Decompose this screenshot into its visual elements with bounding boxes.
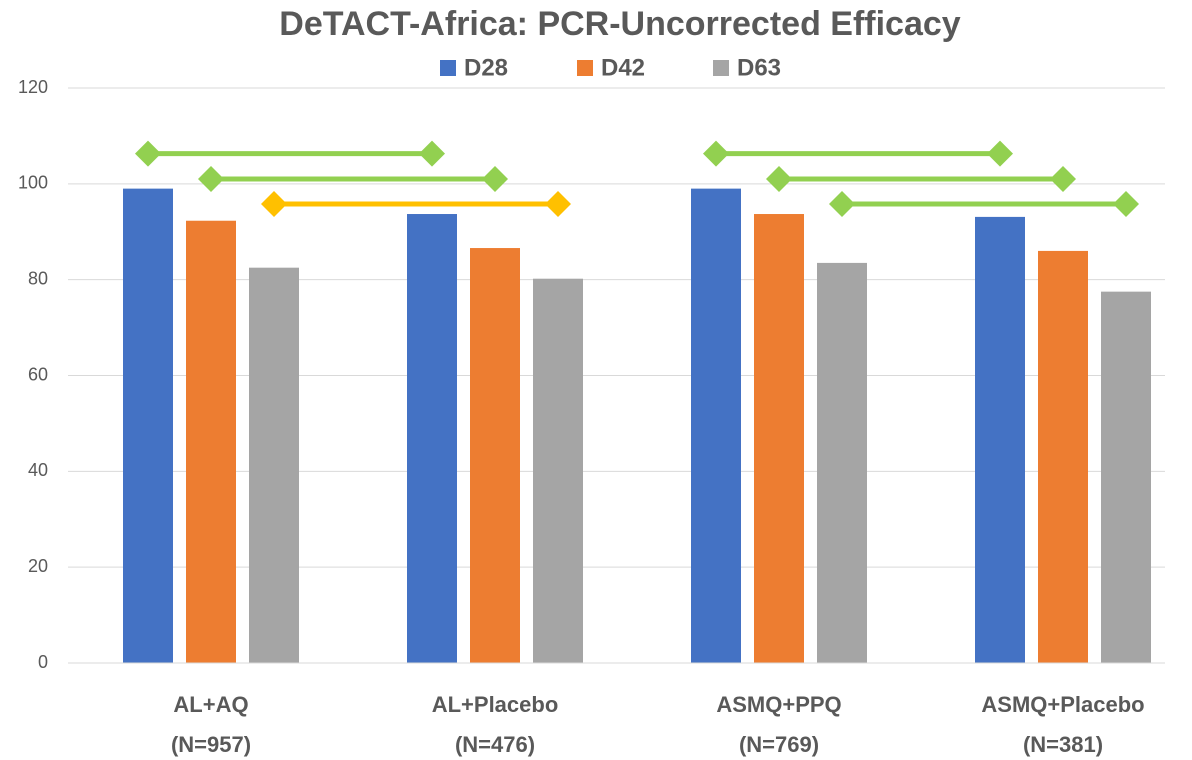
comparison-marker — [987, 140, 1013, 167]
y-tick-label: 120 — [18, 77, 48, 97]
comparison-marker — [766, 166, 792, 193]
legend-label: D63 — [737, 54, 781, 81]
legend-swatch — [577, 60, 593, 76]
comparison-marker — [135, 140, 161, 167]
x-tick-label: AL+AQ — [173, 692, 248, 717]
comparison-marker — [261, 190, 287, 217]
comparison-marker — [1050, 166, 1076, 193]
x-tick-label: (N=381) — [1023, 732, 1103, 757]
bar — [691, 188, 741, 663]
comparison-marker — [419, 140, 445, 167]
legend-swatch — [440, 60, 456, 76]
x-tick-label: (N=769) — [739, 732, 819, 757]
legend-swatch — [713, 60, 729, 76]
comparison-marker — [703, 140, 729, 167]
chart-title: DeTACT-Africa: PCR-Uncorrected Efficacy — [279, 5, 961, 43]
y-tick-label: 0 — [38, 652, 48, 672]
bar — [407, 214, 457, 664]
bar — [754, 214, 804, 664]
x-tick-label: (N=957) — [171, 732, 251, 757]
y-tick-label: 100 — [18, 173, 48, 193]
y-tick-label: 40 — [28, 460, 48, 480]
bar — [975, 216, 1025, 664]
comparison-marker — [482, 166, 508, 193]
comparison-marker — [829, 190, 855, 217]
x-tick-label: AL+Placebo — [432, 692, 559, 717]
bar — [470, 248, 520, 663]
bar — [123, 188, 173, 663]
bar — [533, 278, 583, 663]
y-tick-label: 60 — [28, 364, 48, 384]
x-tick-label: ASMQ+Placebo — [981, 692, 1144, 717]
legend-label: D42 — [601, 54, 645, 81]
comparison-marker — [198, 166, 224, 193]
legend-label: D28 — [464, 54, 508, 81]
bar — [817, 262, 867, 663]
comparison-marker — [1113, 190, 1139, 217]
x-tick-label: ASMQ+PPQ — [716, 692, 841, 717]
bar — [186, 220, 236, 663]
comparison-marker — [545, 190, 571, 217]
bar — [1038, 250, 1088, 663]
y-tick-label: 20 — [28, 556, 48, 576]
bar — [1101, 291, 1151, 663]
x-tick-label: (N=476) — [455, 732, 535, 757]
bar — [249, 267, 299, 663]
y-tick-label: 80 — [28, 268, 48, 288]
